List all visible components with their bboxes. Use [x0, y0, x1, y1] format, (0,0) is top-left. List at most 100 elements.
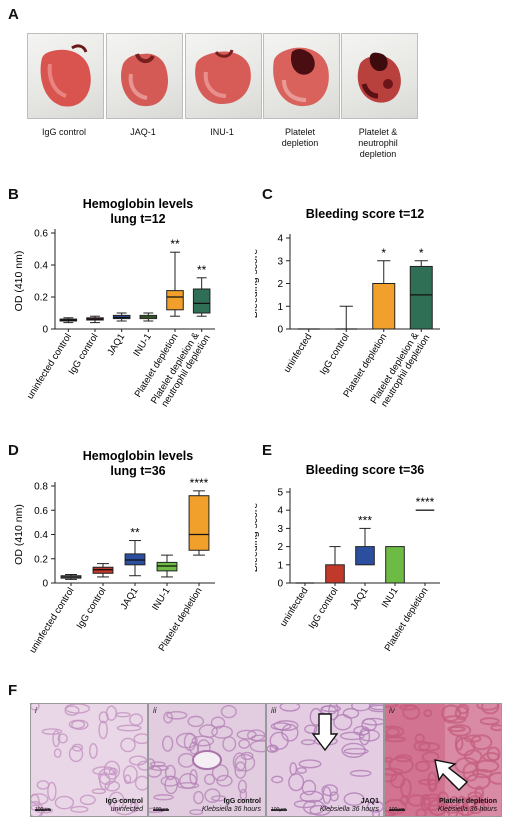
alveolus	[191, 735, 215, 747]
alveolus	[415, 808, 427, 816]
alveolus	[91, 788, 107, 795]
alveolus	[120, 737, 136, 753]
lung-illustration	[40, 44, 91, 107]
chart-title: Bleeding score t=36	[306, 463, 424, 477]
alveolus	[385, 725, 405, 738]
y-axis-label: Bleeding score	[255, 249, 260, 319]
alveolus	[269, 744, 278, 752]
significance-label: **	[197, 263, 207, 277]
alveolus	[57, 733, 68, 744]
x-tick-label: INU-1	[150, 586, 172, 613]
panel-letter-b: B	[8, 186, 19, 203]
y-tick-label: 0.4	[34, 530, 48, 541]
alveolus	[108, 791, 125, 811]
histology-numeral: ii	[153, 706, 157, 715]
alveolus	[237, 779, 247, 794]
alveolus	[98, 720, 108, 740]
x-tick-label: JAQ1	[105, 332, 127, 358]
scale-bar-label: 100μm	[389, 807, 405, 813]
alveolus	[339, 731, 365, 741]
y-axis-label: OD (410 nm)	[13, 504, 25, 565]
alveolus	[71, 719, 89, 730]
alveolus	[288, 773, 305, 792]
alveolus	[204, 788, 221, 803]
alveolus	[298, 759, 322, 769]
lung-photo-platelet-neutrophil	[341, 33, 418, 119]
alveolus	[211, 795, 227, 802]
bar	[325, 564, 345, 584]
lung-photo-platelet	[263, 33, 340, 119]
y-axis-label: OD (410 nm)	[13, 251, 25, 312]
alveolus	[461, 797, 476, 809]
alveolus	[309, 804, 331, 816]
bar	[385, 546, 405, 584]
significance-label: **	[130, 526, 140, 540]
alveolus	[341, 742, 366, 758]
alveolus	[220, 704, 237, 719]
alveolus	[31, 793, 49, 805]
tissue-background	[31, 704, 147, 816]
alveolus	[441, 704, 462, 723]
alveolus	[222, 736, 237, 752]
y-tick-label: 4	[277, 506, 283, 517]
alveolus	[64, 705, 80, 716]
alveolus	[418, 778, 440, 786]
alveolus	[398, 704, 417, 711]
alveolus	[47, 781, 57, 802]
significance-label: ***	[358, 513, 372, 527]
alveolus	[113, 798, 137, 816]
alveolus	[128, 755, 147, 766]
y-tick-label: 0	[42, 579, 48, 590]
alveolus	[385, 767, 404, 776]
alveolus	[164, 764, 176, 781]
y-tick-label: 0.2	[34, 293, 48, 304]
alveolus	[238, 739, 251, 749]
alveolus	[300, 739, 316, 746]
lung-caption-jaq1: JAQ-1	[130, 127, 156, 137]
alveolus	[273, 720, 299, 731]
alveolus	[68, 745, 84, 763]
alveolus	[353, 725, 370, 736]
alveolus	[189, 809, 204, 816]
histology-numeral: iv	[389, 706, 395, 715]
histology-numeral: i	[35, 706, 37, 715]
alveolus	[343, 747, 369, 755]
alveolus	[88, 743, 98, 759]
chart-title: Hemoglobin levels	[83, 449, 193, 463]
alveolus	[240, 751, 254, 761]
alveolus	[400, 778, 412, 799]
alveolus	[187, 715, 205, 728]
y-tick-label: 0	[277, 325, 283, 336]
box	[188, 495, 210, 551]
alveolus	[421, 751, 440, 763]
alveolus	[153, 794, 174, 801]
y-tick-label: 5	[277, 488, 283, 499]
histology-caption: JAQ1 Klebsiella 36 hours	[319, 798, 379, 813]
alveolus	[123, 774, 132, 785]
alveolus	[428, 798, 448, 816]
scale-bar-label: 100μm	[35, 807, 51, 813]
alveolus	[322, 786, 332, 805]
lung-caption-platelet-neutrophil: Platelet & neutrophil depletion	[358, 127, 398, 159]
histology-image-i: i 100μm IgG control uninfected	[30, 703, 148, 817]
bleeding-score-t36-chart: Bleeding score t=36 0 1 2 3 4 5 Bleeding score u…	[255, 463, 440, 653]
x-tick-label: JAQ1	[119, 586, 141, 612]
alveolus	[472, 768, 493, 779]
alveolus	[176, 782, 200, 789]
alveolus	[161, 735, 174, 752]
lung-caption-platelet: Platelet depletion	[281, 127, 319, 148]
alveolus	[53, 748, 62, 758]
x-tick-label: IgG control	[75, 586, 109, 631]
y-tick-label: 0.4	[34, 261, 48, 272]
y-tick-label: 0	[42, 325, 48, 336]
alveolus	[320, 705, 342, 713]
alveolus	[366, 800, 383, 813]
alveolus	[193, 790, 204, 805]
alveolus	[358, 729, 380, 742]
y-tick-label: 0.8	[34, 482, 48, 493]
histology-texture	[267, 704, 383, 816]
y-tick-label: 0.2	[34, 554, 48, 565]
alveolus	[385, 756, 393, 763]
panel-letter-d: D	[8, 442, 19, 459]
